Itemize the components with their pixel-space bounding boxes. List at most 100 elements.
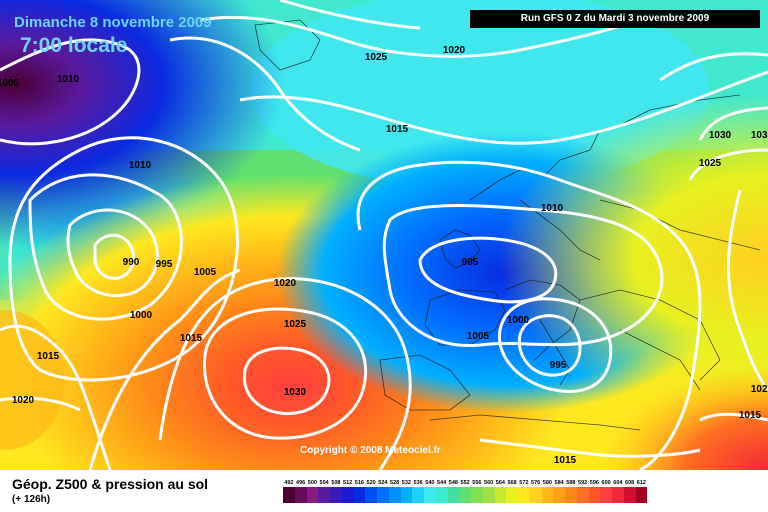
isobar-label: 995 bbox=[550, 360, 567, 371]
legend-value: 580 bbox=[542, 480, 552, 486]
legend-swatch bbox=[576, 487, 589, 503]
legend-swatch bbox=[447, 487, 460, 503]
legend-swatch bbox=[600, 487, 612, 503]
legend-swatch bbox=[635, 487, 648, 503]
legend-value: 596 bbox=[589, 480, 599, 486]
legend-value: 608 bbox=[625, 480, 635, 486]
isobar-label: 1000 bbox=[507, 315, 530, 326]
legend-value: 508 bbox=[331, 480, 341, 486]
model-run-label: Run GFS 0 Z du Mardi 3 novembre 2009 bbox=[470, 10, 760, 28]
legend-swatch bbox=[400, 487, 413, 503]
forecast-time: 7:00 locale bbox=[20, 34, 128, 57]
legend-swatch bbox=[353, 487, 366, 503]
legend-swatch bbox=[283, 487, 295, 503]
legend-swatch bbox=[377, 487, 389, 503]
isobar-label: 1005 bbox=[467, 331, 490, 342]
legend-value: 496 bbox=[296, 480, 306, 486]
legend-value: 528 bbox=[390, 480, 400, 486]
legend-value: 524 bbox=[378, 480, 388, 486]
legend-value: 592 bbox=[578, 480, 588, 486]
isobar-label: 1020 bbox=[443, 45, 466, 56]
isobar-label: 1035 bbox=[751, 130, 768, 141]
legend-value: 604 bbox=[613, 480, 623, 486]
legend-value: 536 bbox=[413, 480, 423, 486]
legend-value: 504 bbox=[319, 480, 329, 486]
isobar-label: 1015 bbox=[386, 124, 409, 135]
isobar-label: 1010 bbox=[129, 160, 152, 171]
legend-value: 588 bbox=[566, 480, 576, 486]
copyright-notice: Copyright © 2008 Meteociel.fr bbox=[300, 445, 441, 456]
isobar-label: 1005 bbox=[0, 78, 20, 89]
legend-swatch bbox=[330, 487, 342, 503]
legend-value: 568 bbox=[507, 480, 517, 486]
legend-swatch bbox=[529, 487, 542, 503]
legend-swatch bbox=[341, 487, 354, 503]
legend-value: 544 bbox=[437, 480, 447, 486]
legend-value: 584 bbox=[554, 480, 564, 486]
isobar-label: 995 bbox=[156, 259, 173, 270]
legend-value: 572 bbox=[519, 480, 529, 486]
legend-value: 532 bbox=[401, 480, 411, 486]
isobar-label: 1020 bbox=[751, 384, 768, 395]
legend-value: 600 bbox=[601, 480, 611, 486]
legend-value: 576 bbox=[531, 480, 541, 486]
legend-swatch bbox=[553, 487, 565, 503]
isobar-label: 1030 bbox=[709, 130, 732, 141]
isobar-label: 1015 bbox=[554, 455, 577, 466]
legend-swatch bbox=[306, 487, 319, 503]
legend-value: 564 bbox=[495, 480, 505, 486]
legend-swatch bbox=[623, 487, 636, 503]
legend-labels: 492 496 500 504 508 512 516 520 524 528 532 536 540 5… bbox=[283, 480, 753, 486]
legend-swatch bbox=[506, 487, 518, 503]
legend-swatch bbox=[541, 487, 554, 503]
legend-value: 512 bbox=[343, 480, 353, 486]
isobar-label: 1020 bbox=[274, 278, 297, 289]
legend-value: 492 bbox=[284, 480, 294, 486]
isobar-label: 1010 bbox=[541, 203, 564, 214]
legend-value: 516 bbox=[354, 480, 364, 486]
legend-bar bbox=[283, 487, 753, 503]
coastlines bbox=[254, 19, 761, 431]
isobar-label: 995 bbox=[462, 257, 479, 268]
legend-value: 540 bbox=[425, 480, 435, 486]
legend-swatch bbox=[388, 487, 401, 503]
legend-value: 556 bbox=[472, 480, 482, 486]
isobar-label: 1000 bbox=[130, 310, 153, 321]
legend-value: 560 bbox=[484, 480, 494, 486]
isobar-labels: 1005 1010 1010 1025 1020 1015 1030 1035 1025 1010… bbox=[0, 45, 768, 466]
legend-swatch bbox=[424, 487, 436, 503]
legend-value: 548 bbox=[448, 480, 458, 486]
isobar-label: 1030 bbox=[284, 387, 307, 398]
legend-value: 612 bbox=[636, 480, 646, 486]
isobar-label: 1020 bbox=[12, 395, 35, 406]
isobar-label: 1015 bbox=[739, 410, 762, 421]
isobar-label: 1010 bbox=[57, 74, 80, 85]
isobars bbox=[0, 0, 768, 470]
isobar-label: 1025 bbox=[284, 319, 307, 330]
legend-value: 552 bbox=[460, 480, 470, 486]
legend-swatch bbox=[471, 487, 483, 503]
legend-swatch bbox=[612, 487, 624, 503]
color-scale-legend: 492 496 500 504 508 512 516 520 524 528 532 536 540 5… bbox=[283, 480, 753, 503]
isobar-label: 1005 bbox=[194, 267, 217, 278]
legend-swatch bbox=[318, 487, 330, 503]
forecast-date: Dimanche 8 novembre 2009 bbox=[14, 14, 212, 31]
isobar-label: 1015 bbox=[37, 351, 60, 362]
legend-swatch bbox=[482, 487, 495, 503]
legend-value: 500 bbox=[307, 480, 317, 486]
isobar-label: 1025 bbox=[699, 158, 722, 169]
map-title: Géop. Z500 & pression au sol bbox=[12, 476, 209, 492]
isobar-label: 990 bbox=[123, 257, 140, 268]
legend-swatch bbox=[435, 487, 448, 503]
legend-swatch bbox=[588, 487, 601, 503]
legend-swatch bbox=[565, 487, 577, 503]
legend-swatch bbox=[494, 487, 507, 503]
legend-swatch bbox=[518, 487, 530, 503]
legend-swatch bbox=[294, 487, 307, 503]
geopotential-pressure-map: 1005 1010 1010 1025 1020 1015 1030 1035 1025 1010… bbox=[0, 0, 768, 470]
forecast-offset: (+ 126h) bbox=[12, 494, 51, 505]
isobar-label: 1025 bbox=[365, 52, 388, 63]
legend-swatch bbox=[459, 487, 471, 503]
isobar-label: 1015 bbox=[180, 333, 203, 344]
